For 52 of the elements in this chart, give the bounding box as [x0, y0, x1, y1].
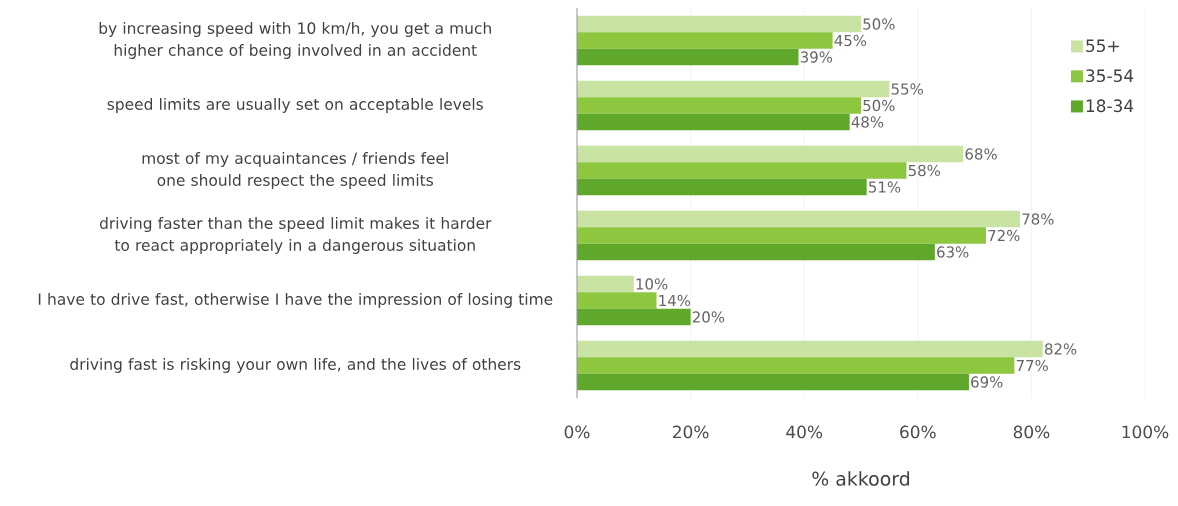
y-tick-label: driving fast is risking your own life, and the lives of others [70, 358, 521, 373]
legend-label: 18-34 [1086, 99, 1134, 113]
x-tick-label: 80% [1013, 425, 1050, 439]
data-label: 58% [908, 164, 941, 177]
bar [577, 48, 799, 66]
data-label: 72% [988, 229, 1020, 242]
x-tick-label: 20% [673, 425, 709, 439]
data-label: 51% [869, 181, 901, 193]
bar [577, 15, 861, 33]
bar [577, 162, 907, 179]
y-tick-label: by increasing speed with 10 km/h, you get a much higher chance of being involved in an accident [99, 22, 491, 59]
x-tick-label: 100% [1122, 425, 1169, 439]
data-label: 69% [971, 376, 1003, 388]
y-tick-label: I have to drive fast, otherwise I have the impression of losing time [38, 293, 553, 308]
data-label: 20% [692, 311, 725, 323]
y-tick-label: speed limits are usually set on acceptable levels [107, 98, 483, 113]
bar [577, 243, 935, 261]
x-axis-title: % akkoord [812, 471, 910, 486]
bar [577, 275, 634, 293]
data-label: 78% [1022, 213, 1054, 225]
x-tick-label: 0% [564, 425, 590, 439]
x-tick-label: 60% [900, 425, 936, 439]
data-label: 55% [891, 83, 923, 95]
bar [577, 113, 850, 131]
bar [577, 227, 986, 244]
data-label: 63% [937, 246, 969, 258]
bar [577, 145, 964, 163]
data-label: 10% [636, 278, 668, 290]
data-label: 14% [659, 294, 691, 307]
data-label: 50% [863, 18, 895, 30]
data-label: 45% [834, 34, 867, 47]
bar [577, 373, 969, 391]
bar [577, 340, 1043, 358]
legend-label: 55+ [1086, 39, 1119, 53]
bar [577, 210, 1021, 228]
data-label: 68% [965, 148, 997, 160]
y-tick-label: driving faster than the speed limit makes it harder to react appropriately in a dangerous situation [99, 217, 492, 254]
bar [577, 357, 1015, 374]
data-label: 50% [863, 99, 895, 112]
bar [577, 80, 890, 98]
data-label: 82% [1044, 343, 1077, 355]
y-tick-label: most of my acquaintances / friends feel one should respect the speed limits [142, 152, 448, 189]
bar [577, 97, 861, 114]
data-label: 39% [800, 51, 833, 63]
x-tick-label: 40% [786, 425, 823, 439]
bar [577, 308, 691, 326]
bar [577, 178, 867, 196]
bar [577, 292, 657, 309]
data-label: 77% [1016, 359, 1048, 372]
bar [577, 32, 833, 49]
legend-label: 35-54 [1086, 69, 1134, 83]
data-label: 48% [851, 116, 884, 128]
